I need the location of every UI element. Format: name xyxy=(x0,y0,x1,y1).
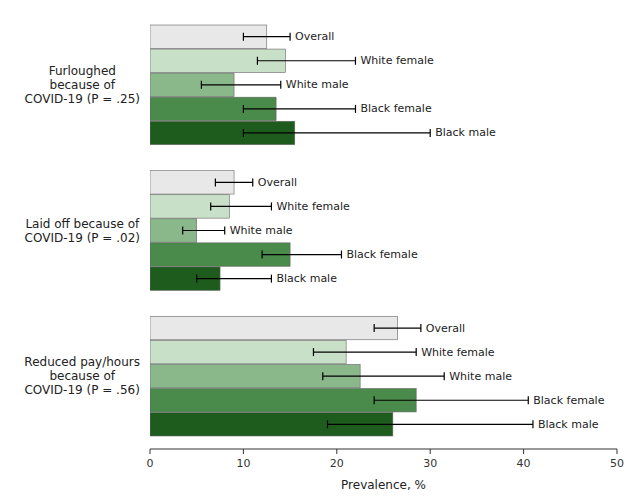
bar-label: Overall xyxy=(295,30,334,43)
bar-label: Overall xyxy=(258,176,297,189)
error-cap xyxy=(528,396,529,404)
error-line xyxy=(323,376,444,377)
group-label: Reduced pay/hoursbecause ofCOVID‑19 (P =… xyxy=(24,355,140,397)
error-line xyxy=(374,400,528,401)
error-cap xyxy=(224,227,225,235)
error-cap xyxy=(252,178,253,186)
error-cap xyxy=(374,324,375,332)
error-cap xyxy=(271,275,272,283)
error-cap xyxy=(355,57,356,65)
bar-label: White female xyxy=(421,346,495,359)
error-cap xyxy=(243,129,244,137)
error-cap xyxy=(327,420,328,428)
error-cap xyxy=(201,81,202,89)
bar-label: White male xyxy=(286,78,349,91)
bar-label: White female xyxy=(276,200,350,213)
x-tick-label: 40 xyxy=(517,457,531,470)
error-line xyxy=(262,254,341,255)
error-cap xyxy=(182,227,183,235)
error-cap xyxy=(243,105,244,113)
error-line xyxy=(374,327,421,328)
bar-label: Overall xyxy=(426,322,465,335)
x-axis-line xyxy=(150,449,617,450)
error-line xyxy=(183,230,225,231)
error-bar xyxy=(197,275,272,283)
error-bar xyxy=(211,202,272,210)
error-line xyxy=(327,424,532,425)
x-axis-title: Prevalence, % xyxy=(341,478,426,492)
error-cap xyxy=(215,178,216,186)
error-cap xyxy=(430,129,431,137)
error-cap xyxy=(444,372,445,380)
error-cap xyxy=(313,348,314,356)
error-line xyxy=(313,352,416,353)
bar-label: White male xyxy=(230,224,293,237)
error-bar xyxy=(201,81,280,89)
error-bar xyxy=(313,348,416,356)
x-tick-label: 20 xyxy=(330,457,344,470)
error-bar xyxy=(243,105,355,113)
error-bar xyxy=(183,227,225,235)
chart: Overall White female White male Black femal… xyxy=(0,0,635,499)
x-tick xyxy=(150,449,151,454)
error-line xyxy=(197,278,272,279)
error-cap xyxy=(257,57,258,65)
x-tick-label: 30 xyxy=(423,457,437,470)
x-tick xyxy=(523,449,524,454)
bar-label: Black female xyxy=(360,102,431,115)
bar-label: Black female xyxy=(346,248,417,261)
x-tick-label: 10 xyxy=(236,457,250,470)
error-cap xyxy=(420,324,421,332)
error-bar xyxy=(243,33,290,41)
error-bar xyxy=(257,57,355,65)
plot-area xyxy=(150,25,533,436)
error-cap xyxy=(355,105,356,113)
error-cap xyxy=(243,33,244,41)
bar-label: White female xyxy=(360,54,434,67)
error-line xyxy=(215,182,252,183)
x-tick xyxy=(336,449,337,454)
error-bar xyxy=(323,372,444,380)
bar-label: Black male xyxy=(276,272,337,285)
error-line xyxy=(243,36,290,37)
x-tick-label: 0 xyxy=(147,457,154,470)
error-cap xyxy=(196,275,197,283)
error-cap xyxy=(261,251,262,259)
x-tick xyxy=(617,449,618,454)
error-bar xyxy=(215,178,252,186)
error-bar xyxy=(374,324,421,332)
group-label: Laid off because ofCOVID‑19 (P = .02) xyxy=(25,217,140,245)
bar-label: Black male xyxy=(435,126,496,139)
bar-label: Black female xyxy=(533,394,604,407)
error-bar xyxy=(262,251,341,259)
error-cap xyxy=(290,33,291,41)
error-line xyxy=(201,84,280,85)
x-tick-label: 50 xyxy=(610,457,624,470)
error-cap xyxy=(210,202,211,210)
background xyxy=(0,0,635,499)
error-bar xyxy=(374,396,528,404)
error-bar xyxy=(243,129,430,137)
error-cap xyxy=(322,372,323,380)
error-cap xyxy=(532,420,533,428)
group-label: Furloughedbecause ofCOVID‑19 (P = .25) xyxy=(25,64,140,106)
labels: Overall White female White male Black femal… xyxy=(24,30,604,431)
error-cap xyxy=(280,81,281,89)
error-line xyxy=(211,206,272,207)
x-tick xyxy=(430,449,431,454)
error-line xyxy=(257,60,355,61)
error-line xyxy=(243,132,430,133)
error-cap xyxy=(416,348,417,356)
x-tick xyxy=(243,449,244,454)
error-line xyxy=(243,108,355,109)
error-cap xyxy=(374,396,375,404)
error-bar xyxy=(327,420,532,428)
error-cap xyxy=(271,202,272,210)
bar xyxy=(150,316,398,339)
chart-container: Overall White female White male Black femal… xyxy=(0,0,635,499)
bar-label: Black male xyxy=(538,418,599,431)
bar-label: White male xyxy=(449,370,512,383)
error-cap xyxy=(341,251,342,259)
